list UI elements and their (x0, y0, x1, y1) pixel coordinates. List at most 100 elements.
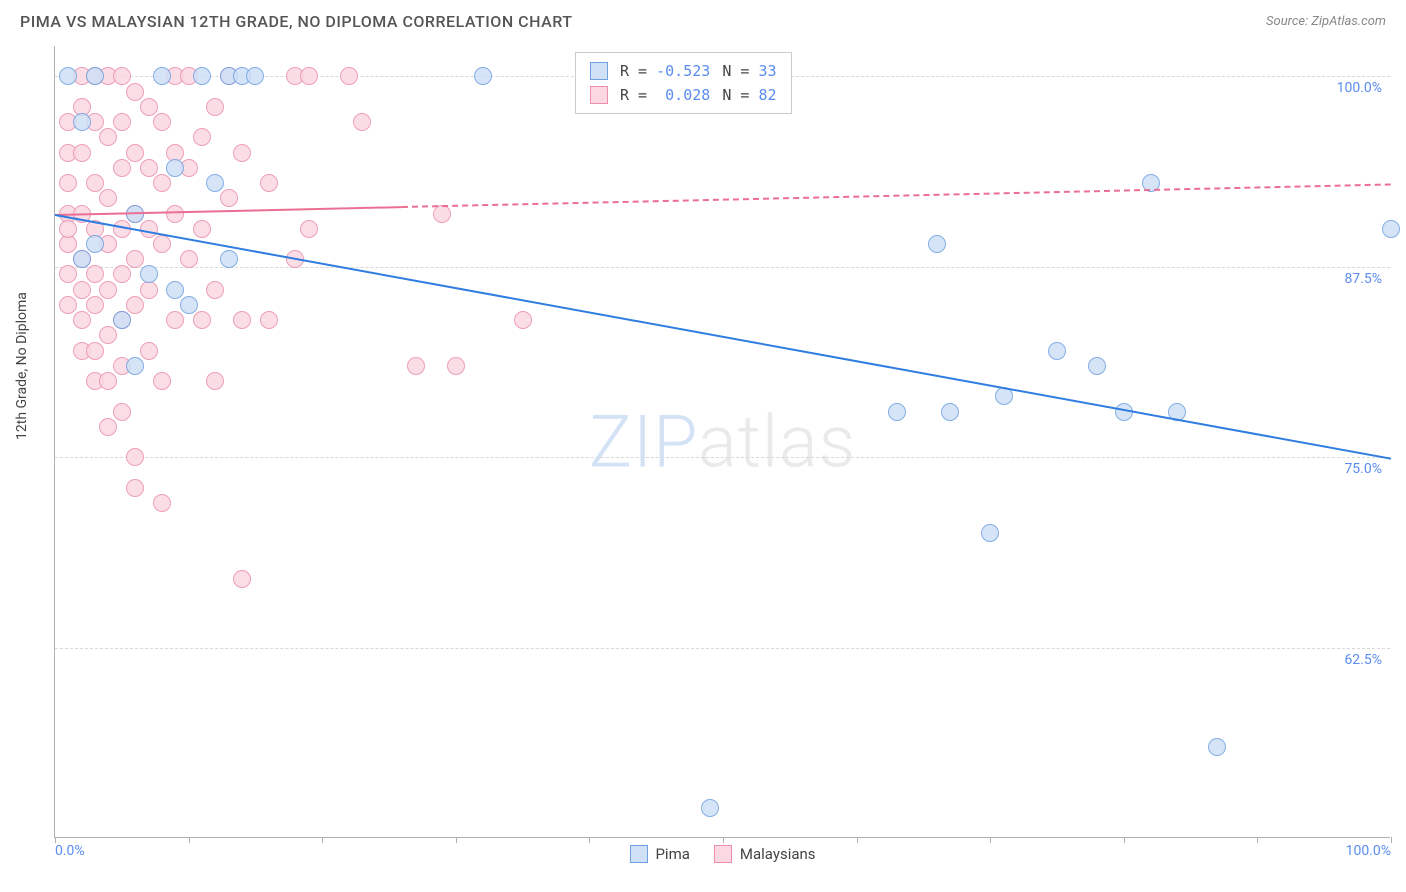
malaysians-point (126, 144, 144, 162)
malaysians-point (86, 296, 104, 314)
malaysians-point (113, 403, 131, 421)
pima-point (888, 403, 906, 421)
pima-point (153, 67, 171, 85)
x-tick-label-right: 100.0% (1346, 843, 1391, 859)
malaysians-point (126, 83, 144, 101)
y-tick-label: 100.0% (1337, 80, 1382, 96)
malaysians-point (73, 144, 91, 162)
malaysians-point (99, 189, 117, 207)
x-tick (990, 837, 991, 843)
malaysians-point (113, 113, 131, 131)
malaysians-point (300, 220, 318, 238)
malaysians-point (86, 265, 104, 283)
pima-point (140, 265, 158, 283)
x-tick (857, 837, 858, 843)
pima-point (928, 235, 946, 253)
pima-point (113, 311, 131, 329)
malaysians-point (99, 418, 117, 436)
pima-point (166, 159, 184, 177)
x-tick (1124, 837, 1125, 843)
malaysians-point (353, 113, 371, 131)
malaysians-point (180, 250, 198, 268)
gridline (55, 648, 1390, 649)
malaysians-point (340, 67, 358, 85)
pima-point (1088, 357, 1106, 375)
malaysians-point (99, 281, 117, 299)
pima-point (73, 250, 91, 268)
pima-point (1208, 738, 1226, 756)
gridline (55, 457, 1390, 458)
malaysians-point (233, 144, 251, 162)
y-tick-label: 75.0% (1344, 461, 1382, 477)
malaysians-point (126, 296, 144, 314)
gridline (55, 267, 1390, 268)
malaysians-point (99, 128, 117, 146)
malaysians-point (220, 189, 238, 207)
pima-point (220, 250, 238, 268)
pima-point (126, 357, 144, 375)
pima-point (1382, 220, 1400, 238)
pima-legend-swatch (629, 845, 647, 863)
pima-point (941, 403, 959, 421)
x-tick (1257, 837, 1258, 843)
pima-point (193, 67, 211, 85)
malaysians-point (193, 220, 211, 238)
x-tick (189, 837, 190, 843)
malaysians-swatch (590, 86, 608, 104)
malaysians-point (73, 311, 91, 329)
malaysians-point (113, 159, 131, 177)
malaysians-point (407, 357, 425, 375)
malaysians-point (233, 570, 251, 588)
pima-point (166, 281, 184, 299)
x-tick-label-left: 0.0% (55, 843, 85, 859)
x-tick (1391, 837, 1392, 843)
pima-point (73, 113, 91, 131)
malaysians-r-value: 0.028 (656, 86, 710, 104)
x-tick (456, 837, 457, 843)
malaysians-point (140, 159, 158, 177)
chart-plot-area: ZIPatlas 62.5%75.0%87.5%100.0%0.0%100.0%… (54, 46, 1390, 838)
chart-title: PIMA VS MALAYSIAN 12TH GRADE, NO DIPLOMA… (20, 12, 572, 31)
malaysians-point (153, 372, 171, 390)
malaysians-point (153, 113, 171, 131)
pima-legend-label: Pima (655, 845, 689, 863)
pima-point (86, 235, 104, 253)
malaysians-point (166, 311, 184, 329)
malaysians-point (113, 67, 131, 85)
malaysians-legend-label: Malaysians (740, 845, 816, 863)
x-tick (589, 837, 590, 843)
malaysians-point (153, 235, 171, 253)
malaysians-point (59, 296, 77, 314)
pima-point (180, 296, 198, 314)
malaysians-point (206, 98, 224, 116)
pima-point (474, 67, 492, 85)
pima-point (981, 524, 999, 542)
malaysians-trendline (402, 183, 1391, 208)
malaysians-point (447, 357, 465, 375)
malaysians-point (126, 250, 144, 268)
source-label: Source: ZipAtlas.com (1266, 14, 1386, 29)
malaysians-point (86, 342, 104, 360)
malaysians-point (140, 98, 158, 116)
malaysians-point (86, 174, 104, 192)
malaysians-point (193, 311, 211, 329)
malaysians-point (59, 265, 77, 283)
malaysians-point (140, 220, 158, 238)
malaysians-point (193, 128, 211, 146)
malaysians-n-value: 82 (758, 86, 776, 104)
x-tick (723, 837, 724, 843)
malaysians-point (73, 281, 91, 299)
malaysians-point (260, 174, 278, 192)
y-tick-label: 87.5% (1344, 271, 1382, 287)
malaysians-point (126, 448, 144, 466)
pima-point (1048, 342, 1066, 360)
malaysians-point (233, 311, 251, 329)
malaysians-point (99, 326, 117, 344)
y-axis-label: 12th Grade, No Diploma (14, 292, 30, 440)
malaysians-point (113, 265, 131, 283)
malaysians-point (260, 311, 278, 329)
pima-trendline (55, 214, 1391, 460)
malaysians-point (59, 220, 77, 238)
x-tick (322, 837, 323, 843)
y-tick-label: 62.5% (1344, 652, 1382, 668)
